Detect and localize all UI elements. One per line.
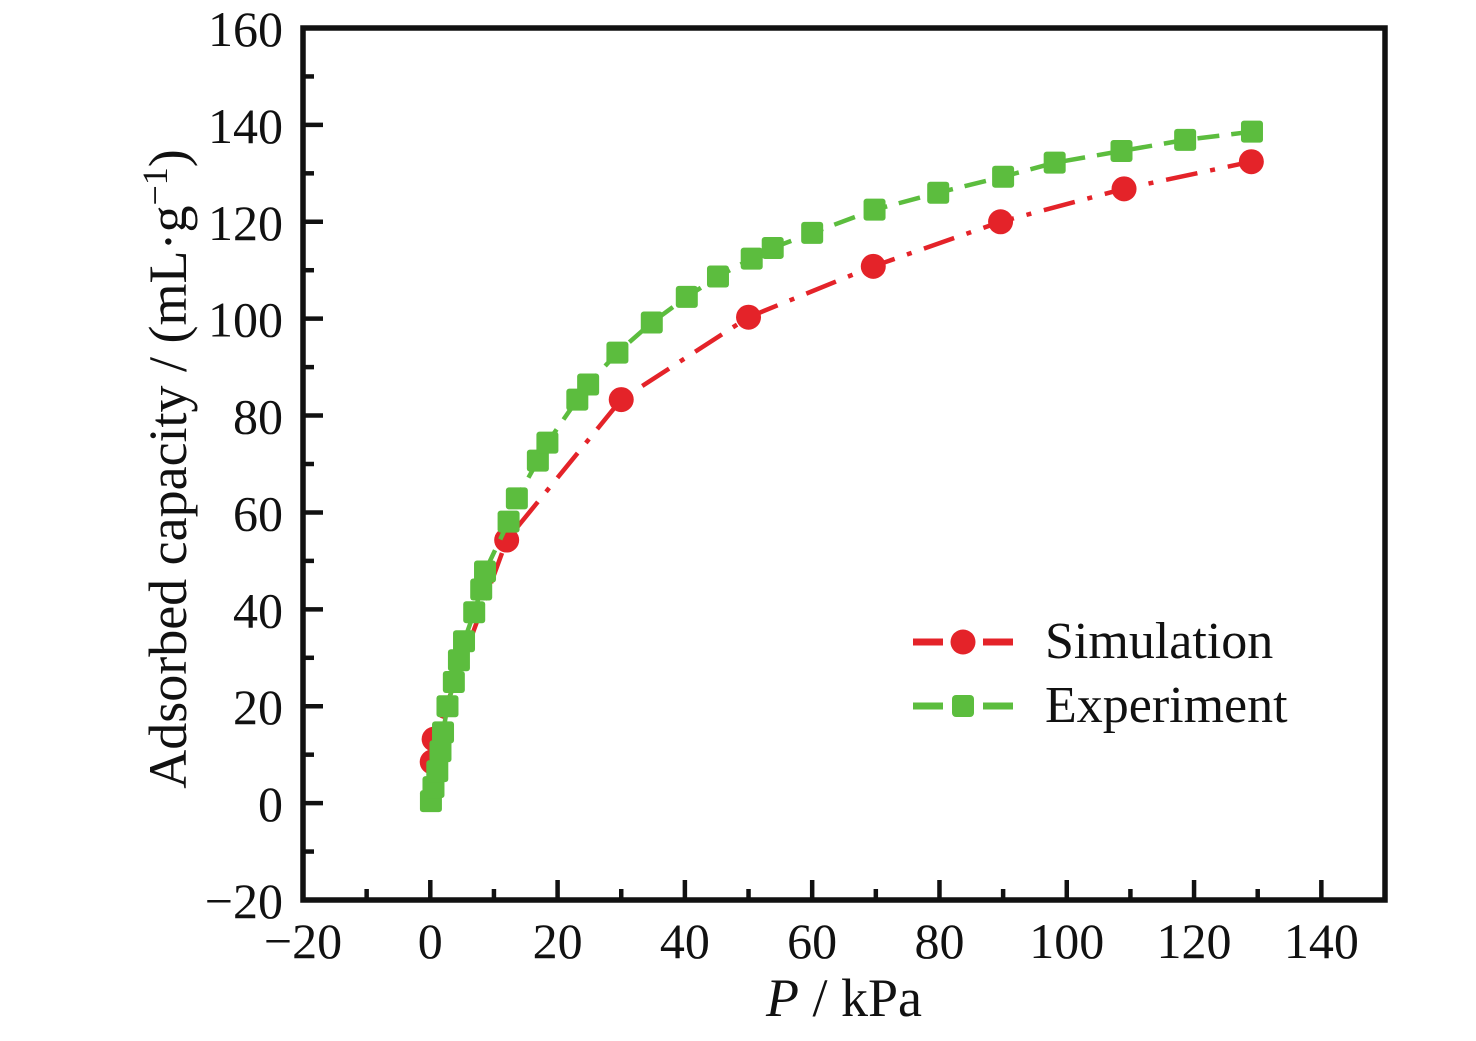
x-axis-title: P / kPa bbox=[594, 966, 1094, 1030]
legend-item-experiment: Experiment bbox=[905, 674, 1288, 738]
experiment-data-point bbox=[497, 510, 520, 533]
y-tick-label: 80 bbox=[233, 389, 283, 445]
x-tick-label: 20 bbox=[533, 913, 583, 969]
x-tick-labels: −20 0 20 40 60 80 100 120 140 bbox=[264, 913, 1359, 969]
x-tick-label: 120 bbox=[1157, 913, 1232, 969]
legend-label-experiment: Experiment bbox=[1045, 677, 1288, 734]
simulation-data-point bbox=[608, 387, 634, 413]
experiment-data-point bbox=[453, 630, 476, 653]
experiment-data-point bbox=[463, 601, 486, 624]
legend: Simulation Experiment bbox=[905, 610, 1288, 738]
experiment-data-point bbox=[432, 721, 455, 744]
plot-frame bbox=[300, 25, 1388, 903]
simulation-data-point bbox=[860, 253, 886, 279]
legend-marker bbox=[950, 629, 976, 655]
y-axis-title: Adsorbed capacity / (mL·g−1) bbox=[123, 33, 198, 905]
y-tick-label: 20 bbox=[233, 679, 283, 735]
experiment-data-point bbox=[992, 165, 1015, 188]
experiment-data-point bbox=[426, 760, 449, 783]
simulation-line-marker-icon bbox=[913, 629, 1013, 655]
x-tick-label: −20 bbox=[264, 913, 342, 969]
experiment-data-point bbox=[436, 695, 459, 718]
x-tick-label: 40 bbox=[660, 913, 710, 969]
x-axis-unit: / kPa bbox=[798, 968, 922, 1028]
x-tick-label: 60 bbox=[787, 913, 837, 969]
simulation-data-point bbox=[988, 209, 1014, 235]
x-tick-label: 80 bbox=[914, 913, 964, 969]
experiment-data-point bbox=[740, 247, 763, 270]
x-tick-label: 140 bbox=[1284, 913, 1359, 969]
y-tick-label: 140 bbox=[208, 98, 283, 154]
experiment-data-point bbox=[706, 265, 729, 288]
experiment-data-point bbox=[474, 560, 497, 583]
experiment-data-point bbox=[536, 431, 559, 454]
y-tick-labels: −20 0 20 40 60 80 100 120 140 160 bbox=[205, 1, 283, 929]
simulation-data-point bbox=[736, 304, 762, 330]
experiment-data-point bbox=[606, 341, 629, 364]
experiment-line-marker-icon bbox=[913, 695, 1013, 717]
series-experiment bbox=[419, 120, 1263, 813]
experiment-data-point bbox=[1174, 128, 1197, 151]
legend-marker bbox=[952, 695, 974, 717]
experiment-data-point bbox=[863, 198, 886, 221]
experiment-data-point bbox=[442, 671, 465, 693]
simulation-data-point bbox=[1238, 149, 1264, 175]
legend-label-simulation: Simulation bbox=[1045, 613, 1274, 670]
y-tick-label: 160 bbox=[208, 1, 283, 57]
experiment-data-point bbox=[801, 221, 824, 244]
experiment-data-point bbox=[675, 285, 698, 308]
x-axis-variable: P bbox=[765, 968, 799, 1028]
x-tick-label: 100 bbox=[1029, 913, 1104, 969]
experiment-data-point bbox=[429, 740, 452, 763]
experiment-data-point bbox=[526, 449, 549, 472]
legend-item-simulation: Simulation bbox=[905, 610, 1288, 674]
experiment-data-point bbox=[761, 236, 784, 259]
y-tick-label: 120 bbox=[208, 195, 283, 251]
simulation-data-point bbox=[1111, 176, 1137, 202]
y-tick-label: −20 bbox=[205, 873, 283, 929]
y-tick-label: 0 bbox=[258, 776, 283, 832]
y-tick-label: 40 bbox=[233, 582, 283, 638]
y-tick-label: 100 bbox=[208, 292, 283, 348]
experiment-data-point bbox=[577, 373, 600, 396]
experiment-data-point bbox=[1240, 120, 1263, 143]
experiment-data-point bbox=[640, 311, 663, 334]
y-axis-title-close: ) bbox=[138, 149, 198, 168]
y-tick-label: 60 bbox=[233, 485, 283, 541]
experiment-data-point bbox=[505, 487, 528, 510]
y-axis-title-superscript: −1 bbox=[135, 167, 175, 206]
axis-ticks bbox=[300, 25, 1388, 903]
experiment-data-point bbox=[470, 578, 493, 601]
x-tick-label: 0 bbox=[418, 913, 443, 969]
y-axis-title-text: Adsorbed capacity / (mL·g bbox=[138, 205, 198, 789]
experiment-data-point bbox=[1110, 140, 1133, 163]
experiment-data-point bbox=[1043, 151, 1066, 174]
experiment-data-point bbox=[927, 181, 950, 204]
experiment-data-point bbox=[447, 649, 470, 672]
